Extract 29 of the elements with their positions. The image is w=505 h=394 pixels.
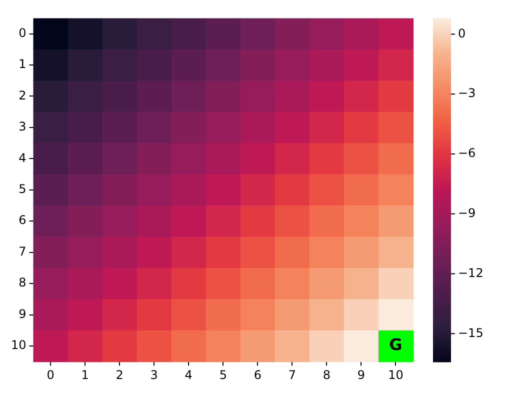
x-tick-label: 0	[46, 368, 54, 382]
x-tick-label: 2	[116, 368, 124, 382]
x-tick-label: 7	[288, 368, 296, 382]
y-tick-label: 2	[18, 88, 26, 102]
y-tick-label: 6	[18, 213, 26, 228]
color-bar-label: −6	[458, 146, 476, 160]
x-tick-label: 10	[388, 368, 404, 382]
y-tick-label: 8	[18, 276, 26, 290]
x-tick-label: 4	[184, 368, 192, 382]
color-bar-label: −9	[458, 206, 476, 220]
color-bar-label: 0	[458, 26, 466, 40]
y-tick-label: 7	[18, 244, 26, 258]
y-tick-label: 1	[18, 57, 26, 72]
y-tick-label: 3	[18, 120, 26, 134]
color-bar-label: −3	[458, 86, 476, 100]
x-tick-label: 6	[254, 368, 262, 382]
y-tick-label: 10	[10, 338, 26, 352]
text: G	[389, 335, 402, 354]
x-tick-label: 1	[81, 368, 89, 382]
color-bar-label: −15	[458, 326, 484, 340]
x-tick-label: 5	[219, 368, 227, 382]
color-bar-label: −12	[458, 266, 484, 280]
y-tick-label: 0	[18, 26, 26, 40]
x-tick-label: 8	[322, 368, 331, 382]
y-tick-label: 9	[18, 306, 26, 321]
x-tick-label: 9	[357, 368, 366, 382]
y-tick-label: 4	[18, 150, 26, 165]
y-tick-label: 5	[18, 182, 26, 196]
x-tick-label: 3	[150, 368, 158, 382]
